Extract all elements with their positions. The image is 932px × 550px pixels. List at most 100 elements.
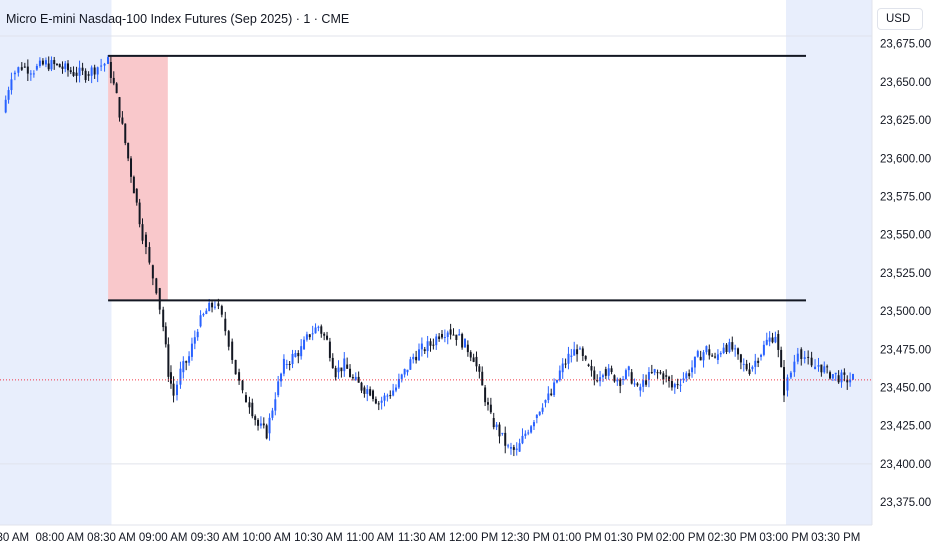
candle-body [662,373,665,380]
candle-body [386,395,389,397]
candle-body [501,432,504,434]
candle-body [351,377,354,379]
candle-body [412,356,415,360]
candle-body [837,375,840,383]
price-tick-label: 23,650.00 [880,77,931,89]
candle-body [567,353,570,364]
candle-body [423,349,426,352]
candle-body [705,346,708,353]
candle-body [699,356,702,361]
candle-body [13,72,16,75]
candle-body [509,447,512,449]
candle-body [561,363,564,373]
candle-body [294,353,297,357]
candle-body [44,60,47,65]
candle-body [489,404,492,413]
candle-body [41,60,44,65]
candle-body [599,377,602,382]
candle-body [619,379,622,386]
candle-body [443,336,446,338]
candle-body [196,331,199,338]
candle-body [317,326,320,328]
candle-body [538,411,541,415]
candle-body [461,334,464,348]
candle-body [725,344,728,352]
candle-body [185,361,188,363]
candle-body [47,63,50,70]
candle-body [515,448,518,450]
candle-body [722,347,725,354]
candle-body [17,67,20,73]
candle-body [20,67,23,70]
candle-body [238,372,241,381]
candle-body [834,372,837,375]
candle-body [478,366,481,372]
candle-body [84,70,87,81]
candle-body [369,389,372,396]
candle-body [532,422,535,427]
candle-body [587,364,590,366]
candle-body [10,79,13,91]
candle-body [780,349,783,368]
candle-body [429,341,432,346]
candle-body [132,176,135,194]
candle-body [435,336,438,346]
candle-body [449,329,452,335]
candle-body [817,365,820,367]
candle-body [636,383,639,386]
candle-body [789,372,792,378]
candle-body [285,364,288,366]
candle-body [630,372,633,384]
candle-body [673,384,676,388]
candle-body [35,65,38,70]
candle-body [613,375,616,382]
candle-body [624,370,627,380]
candle-body [288,364,291,366]
candle-body [334,368,337,378]
candle-body [190,343,193,357]
candle-body [682,378,685,380]
candle-body [535,414,538,419]
candle-body [719,353,722,355]
candle-body [676,384,679,386]
candle-body [696,351,699,357]
candle-body [360,382,363,391]
price-axis[interactable]: 23,375.00 23,400.00 23,425.00 23,450.00 23,4… [880,39,931,509]
candle-body [107,57,110,64]
candle-body [570,355,573,357]
candle-body [354,376,357,380]
candle-body [650,372,653,374]
candle-body [328,341,331,358]
candle-body [211,302,214,308]
candle-body [397,378,400,388]
candle-body [311,333,314,335]
time-tick-label: 12:30 PM [501,532,550,544]
candle-body [843,372,846,375]
price-tick-label: 23,600.00 [880,153,931,165]
post-session-shade [786,0,872,525]
candle-body [363,387,366,394]
price-tick-label: 23,450.00 [880,382,931,394]
candle-body [639,386,642,391]
candle-body [262,423,265,426]
candle-body [96,67,99,75]
candle-body [831,374,834,379]
candle-body [409,359,412,370]
candle-body [647,372,650,380]
candle-body [124,123,127,144]
candle-body [377,403,380,405]
candle-body [693,356,696,368]
candle-body [846,379,849,383]
candle-body [93,67,96,75]
candle-body [69,70,72,73]
candle-body [512,447,515,450]
time-tick-label: 11:30 AM [398,532,446,544]
currency-selector[interactable]: USD [877,8,923,30]
candle-body [786,377,789,391]
candle-body [241,380,244,391]
price-tick-label: 23,525.00 [880,268,931,280]
candle-body [601,375,604,378]
candle-body [257,419,260,426]
